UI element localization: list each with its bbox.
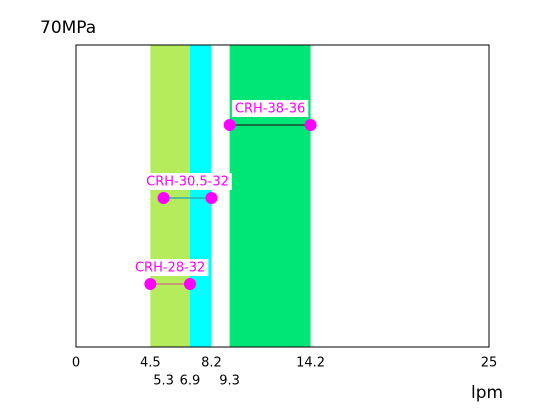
x-axis-label: lpm [471, 383, 503, 403]
x-tick-label: 4.5 [140, 356, 161, 371]
series-label: CRH-30.5-32 [146, 175, 229, 190]
series-label: CRH-38-36 [235, 102, 305, 117]
band [229, 45, 311, 347]
plot-frame [75, 44, 490, 348]
label-background [143, 173, 232, 190]
band [150, 45, 190, 347]
series-label: CRH-28-32 [135, 261, 205, 276]
range-start [144, 278, 157, 290]
x-tick-label: 5.3 [153, 374, 174, 389]
x-tick-label: 0 [72, 356, 80, 371]
range-start [223, 119, 236, 131]
range-end [304, 119, 317, 131]
x-tick-label: 6.9 [180, 374, 201, 389]
x-tick-label: 9.3 [219, 374, 240, 389]
range-start [157, 192, 170, 204]
label-background [131, 259, 209, 276]
label-background [231, 100, 309, 117]
x-tick-label: 25 [481, 356, 498, 371]
range-end [183, 278, 196, 290]
y-axis-label: 70MPa [40, 18, 96, 38]
x-tick-label: 8.2 [201, 356, 222, 371]
x-tick-label: 14.2 [296, 356, 325, 371]
range-end [205, 192, 218, 204]
